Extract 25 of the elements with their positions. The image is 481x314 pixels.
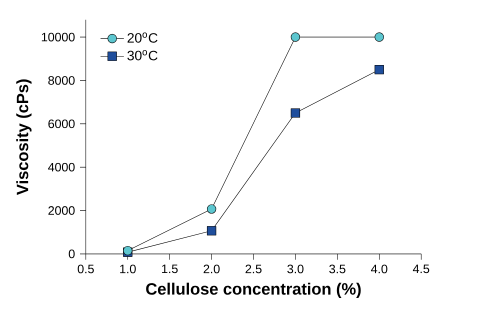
point	[206, 204, 216, 214]
y-tick-label: 8000	[48, 76, 75, 85]
x-tick-label: 4.0	[370, 264, 388, 274]
y-tick-label: 2000	[48, 206, 75, 215]
y-tick-label: 10000	[42, 32, 75, 42]
y-axis-title: Viscosity (cPs)	[16, 79, 32, 195]
point	[374, 32, 384, 42]
x-tick-label: 0.5	[78, 264, 94, 274]
y-tick-label: 4000	[48, 162, 75, 172]
y-tick-label: 0	[68, 249, 75, 258]
legend-label: 20$^{o}$C	[128, 32, 158, 43]
x-tick-label: 2.5	[246, 264, 262, 274]
y-tick-label: 6000	[48, 119, 75, 128]
point	[290, 108, 300, 118]
x-tick-label: 1.5	[162, 264, 178, 274]
point	[290, 32, 300, 42]
x-tick-label: 2.0	[204, 264, 220, 274]
x-tick-label: 1.0	[120, 264, 136, 274]
x-tick-label: 3.5	[329, 264, 346, 274]
x-tick-label: 4.5	[412, 264, 430, 274]
legend-label: 30$^{o}$C	[127, 50, 158, 60]
x-tick-label: 3.0	[287, 264, 304, 274]
x-axis-title: Cellulose concentration (%)	[146, 282, 361, 298]
point	[374, 64, 384, 74]
point	[206, 226, 216, 236]
